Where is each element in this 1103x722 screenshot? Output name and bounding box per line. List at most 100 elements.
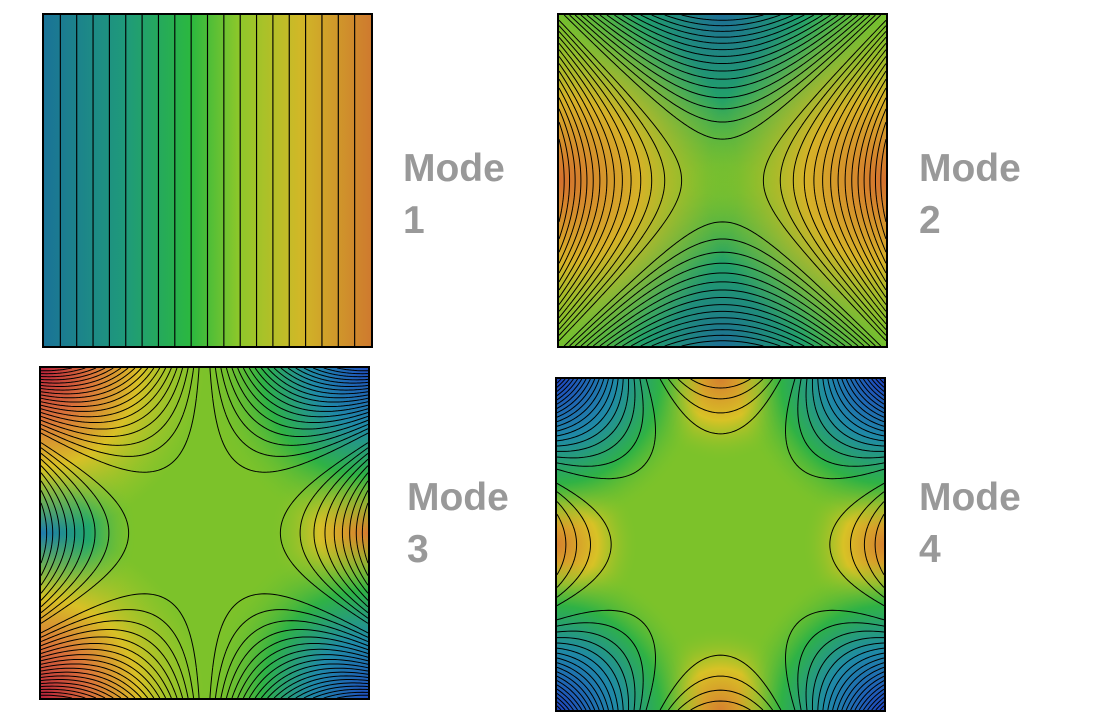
contour-line (599, 15, 846, 346)
contour-line (586, 15, 859, 346)
contour-line (41, 368, 129, 698)
contour-line (303, 368, 368, 698)
contour-line (41, 368, 368, 698)
contour-line (557, 379, 884, 710)
contour-line (559, 108, 886, 253)
contour-line (559, 139, 886, 222)
contour-line (557, 379, 884, 710)
contour-line (41, 368, 86, 698)
contour-line (41, 368, 149, 698)
contour-line (280, 368, 368, 698)
contour-line (557, 379, 884, 710)
contour-line (559, 70, 886, 291)
contour-line (41, 368, 368, 698)
contour-line (557, 379, 884, 710)
contour-line (557, 379, 884, 710)
contour-line (606, 15, 839, 346)
contour-line (41, 368, 368, 698)
contour-line (630, 15, 815, 346)
contour-line (557, 379, 884, 710)
contour-line (41, 368, 106, 698)
contour-line (557, 379, 884, 710)
contour-line (41, 368, 368, 698)
mode-4-label-word: Mode (919, 476, 1021, 519)
contour-line (559, 87, 886, 274)
contour-line (559, 56, 886, 305)
contour-line (557, 379, 884, 710)
contour-line (41, 368, 368, 698)
contour-line (557, 379, 884, 710)
contour-line (557, 379, 884, 710)
contour-line (569, 15, 876, 346)
mode-4-label-number: 4 (919, 528, 941, 571)
contour-line (557, 379, 884, 710)
contour-line (557, 379, 884, 710)
contour-line (337, 368, 368, 698)
mode-2-contour-plot (557, 13, 888, 348)
contour-line (41, 368, 368, 698)
mode-3-label-number: 3 (407, 528, 429, 571)
mode-1-contour-plot (42, 13, 373, 348)
contour-line (563, 15, 882, 346)
contour-line (287, 368, 368, 698)
mode-1-label: Mode 1 (403, 143, 505, 247)
contour-line (312, 368, 368, 698)
contour-line (557, 379, 884, 710)
contour-line (41, 368, 368, 698)
contour-line (559, 97, 886, 264)
contour-line (41, 368, 368, 698)
contour-line (559, 121, 886, 240)
contour-line (41, 368, 368, 698)
contour-line (559, 36, 886, 325)
contour-line (323, 368, 368, 698)
contour-line (557, 379, 884, 710)
contour-line (559, 30, 886, 331)
mode-4-contour-plot (555, 377, 886, 712)
contour-line (557, 379, 884, 710)
contour-line (557, 379, 884, 710)
contour-line (41, 368, 368, 698)
contour-line (260, 368, 368, 698)
mode-2-label-word: Mode (919, 147, 1021, 190)
contour-line (557, 379, 884, 710)
mode-3-contour-plot (39, 366, 370, 700)
contour-line (41, 368, 368, 698)
contour-line (41, 368, 368, 698)
contour-line (41, 368, 368, 698)
mode-4-label: Mode 4 (919, 472, 1021, 576)
contour-line (41, 368, 368, 698)
contour-line (41, 368, 368, 698)
contour-line (640, 15, 805, 346)
contour-line (557, 379, 884, 710)
contour-line (41, 368, 122, 698)
contour-line (592, 15, 853, 346)
mode-2-label: Mode 2 (919, 143, 1021, 247)
contour-line (559, 78, 886, 283)
contour-line (651, 15, 794, 346)
contour-line (557, 379, 884, 710)
mode-1-label-word: Mode (403, 147, 505, 190)
contour-line (41, 368, 368, 698)
contour-line (622, 15, 823, 346)
contour-line (580, 15, 865, 346)
mode-3-label-word: Mode (407, 476, 509, 519)
contour-line (267, 368, 368, 698)
contour-line (681, 15, 764, 346)
mode-1-label-number: 1 (403, 199, 425, 242)
contour-line (273, 368, 368, 698)
contour-line (41, 368, 368, 698)
contour-line (41, 368, 368, 698)
contour-line (557, 379, 884, 710)
contour-line (41, 368, 136, 698)
contour-line (559, 63, 886, 298)
contour-line (557, 379, 884, 710)
contour-line (41, 368, 72, 698)
contour-line (41, 368, 114, 698)
contour-line (557, 379, 884, 710)
mode-3-label: Mode 3 (407, 472, 509, 576)
contour-line (614, 15, 831, 346)
contour-line (574, 15, 871, 346)
mode-2-label-number: 2 (919, 199, 941, 242)
contour-line (559, 19, 886, 342)
contour-line (559, 25, 886, 336)
